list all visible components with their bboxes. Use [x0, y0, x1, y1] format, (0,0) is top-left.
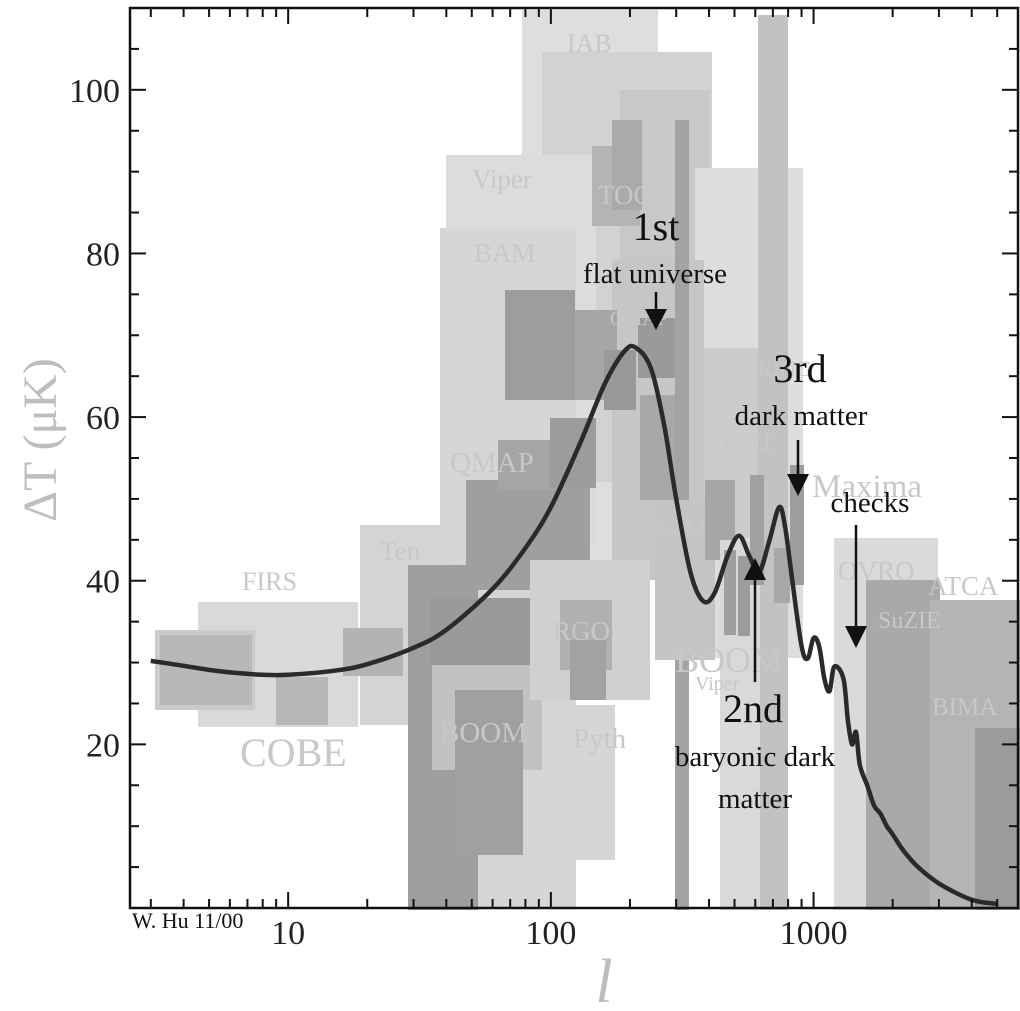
label-rgo: RGO: [553, 616, 610, 646]
x-axis: 10 100 1000: [149, 8, 1019, 952]
label-cat: CAT: [724, 427, 776, 457]
box-pyth: [545, 705, 615, 860]
third-peak-text: dark matter: [735, 400, 868, 432]
annotations: 1st flat universe 3rd dark matter checks…: [583, 204, 910, 815]
label-toco: TOCO: [598, 180, 671, 210]
label-atca: ATCA: [928, 571, 999, 601]
box-bam-inner: [505, 290, 575, 400]
third-peak-heading: 3rd: [773, 346, 826, 391]
experiment-boxes: [155, 10, 1020, 910]
label-maxima: Maxima: [812, 469, 922, 505]
box-b6: [750, 475, 764, 585]
box-b7: [774, 548, 790, 603]
y-tick-label: 100: [69, 73, 120, 110]
experiment-labels: IAB Sask Viper TOCO BAM QMAP Ten FIRS CO…: [240, 29, 999, 775]
box-vertical-2: [758, 15, 788, 910]
second-peak-text-line1: baryonic dark: [675, 741, 836, 773]
x-tick-label: 100: [525, 915, 576, 952]
label-pyth: Pyth: [573, 723, 627, 755]
label-cobe: COBE: [240, 730, 347, 775]
box-rgo-3: [570, 640, 606, 700]
box-b4: [724, 550, 736, 635]
label-sask: Sask: [650, 95, 699, 124]
box-qmap-3: [550, 418, 596, 488]
box-boom-3: [455, 690, 523, 855]
label-ovro: OVRO: [838, 556, 915, 586]
y-tick-label: 20: [86, 727, 120, 764]
box-boom-1: [430, 598, 548, 668]
second-peak-arrowhead: [744, 558, 766, 580]
label-viper-small: Viper: [695, 673, 740, 695]
label-boom: BOOM: [440, 717, 527, 749]
label-bima: BIMA: [932, 694, 997, 721]
label-ring: RING: [758, 356, 812, 381]
y-tick-label: 60: [86, 400, 120, 437]
y-tick-label: 80: [86, 236, 120, 273]
box-toco-2: [612, 120, 642, 210]
first-peak-text: flat universe: [583, 258, 727, 290]
y-tick-label: 40: [86, 564, 120, 601]
box-b8: [790, 465, 804, 585]
first-peak-heading: 1st: [633, 204, 680, 249]
third-peak-arrowhead: [787, 474, 809, 496]
label-suzie: SuZIE: [878, 608, 941, 634]
first-peak-arrowhead: [645, 309, 667, 330]
label-firs: FIRS: [242, 567, 297, 596]
box-cobe-3: [276, 677, 328, 725]
second-peak-heading: 2nd: [723, 686, 783, 731]
label-viper: Viper: [472, 164, 532, 194]
damping-arrowhead: [845, 626, 867, 648]
label-msam: MSAM: [630, 514, 706, 541]
box-suzie: [866, 580, 940, 910]
label-iab: IAB: [567, 29, 612, 58]
box-bima: [975, 728, 1020, 910]
label-boom-2: BOOM: [675, 640, 783, 680]
label-ten: Ten: [380, 536, 421, 566]
damping-text: checks: [831, 487, 910, 519]
box-b5: [738, 556, 750, 636]
second-peak-text-line2: matter: [718, 783, 792, 815]
credit-label: W. Hu 11/00: [132, 908, 243, 933]
x-axis-title: l: [595, 948, 612, 1011]
y-axis-title: ΔT (μK): [14, 358, 67, 522]
label-bam: BAM: [474, 238, 536, 268]
x-tick-label: 1000: [780, 915, 848, 952]
x-tick-label: 10: [271, 915, 305, 952]
y-axis: 20 40 60 80 100: [69, 47, 1018, 869]
label-qmap: QMAP: [450, 447, 534, 479]
